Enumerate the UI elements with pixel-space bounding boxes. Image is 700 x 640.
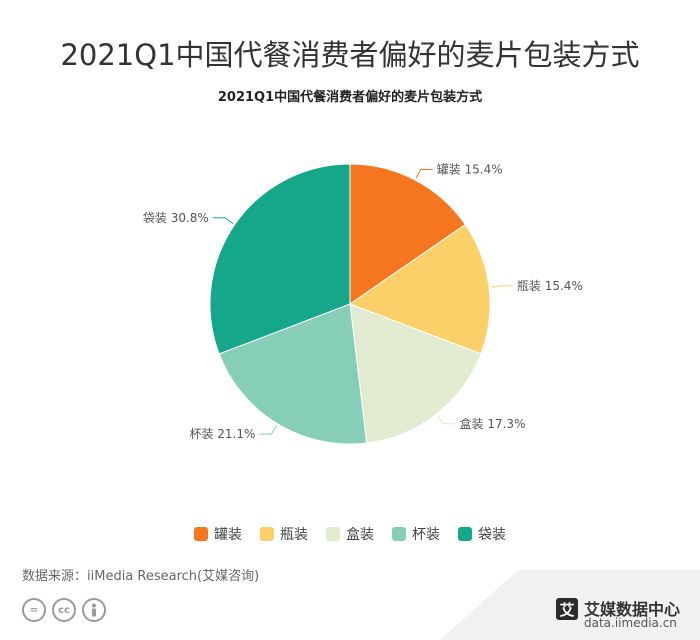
- source-note: 数据来源：iiMedia Research(艾媒咨询): [22, 569, 260, 584]
- chart-title: 2021Q1中国代餐消费者偏好的麦片包装方式: [217, 90, 483, 105]
- license-icons: = cc: [22, 598, 106, 622]
- data-label-2: 瓶装 15.4%: [517, 279, 583, 293]
- data-label-1: 罐装 15.4%: [437, 162, 503, 176]
- data-label-3: 盒装 17.3%: [460, 416, 526, 431]
- brand-name: 艾媒数据中心: [584, 600, 681, 619]
- legend-item-5[interactable]: 袋装: [458, 524, 506, 544]
- legend-swatch-1: [194, 527, 208, 541]
- legend-swatch-5: [458, 527, 472, 541]
- leader-line-3: [436, 415, 456, 425]
- pie-slice-2: [348, 223, 491, 355]
- legend-item-1[interactable]: 罐装: [194, 524, 242, 544]
- legend-item-3[interactable]: 盒装: [326, 524, 374, 544]
- chart-legend: 罐装 瓶装 盒装 杯装 袋装: [0, 524, 700, 544]
- data-label-5: 袋装 30.8%: [143, 211, 209, 225]
- pie-slice-4: [218, 303, 368, 445]
- legend-label-2: 瓶装: [280, 527, 308, 543]
- leader-line-4: [259, 425, 277, 435]
- legend-label-3: 盒装: [346, 527, 374, 543]
- legend-label-1: 罐装: [214, 527, 242, 543]
- pie-slice-5: [209, 163, 351, 355]
- legend-label-4: 杯装: [412, 527, 440, 543]
- legend-swatch-2: [260, 527, 274, 541]
- legend-swatch-3: [326, 527, 340, 541]
- brand-url: data.iimedia.cn: [584, 616, 677, 630]
- person-icon: [82, 598, 106, 622]
- legend-item-2[interactable]: 瓶装: [260, 524, 308, 544]
- leader-line-5: [212, 217, 234, 224]
- legend-swatch-4: [392, 527, 406, 541]
- pie-slice-1: [349, 163, 466, 305]
- pie-slice-3: [349, 303, 482, 444]
- leader-line-2: [490, 285, 513, 288]
- legend-label-5: 袋装: [478, 527, 506, 543]
- cc-icon: cc: [52, 598, 76, 622]
- page-title: 2021Q1中国代餐消费者偏好的麦片包装方式: [60, 38, 640, 72]
- leader-line-1: [415, 168, 433, 179]
- brand-logo-icon: 艾: [556, 598, 578, 620]
- equals-icon: =: [22, 598, 46, 622]
- legend-item-4[interactable]: 杯装: [392, 524, 440, 544]
- data-label-4: 杯装 21.1%: [189, 427, 255, 441]
